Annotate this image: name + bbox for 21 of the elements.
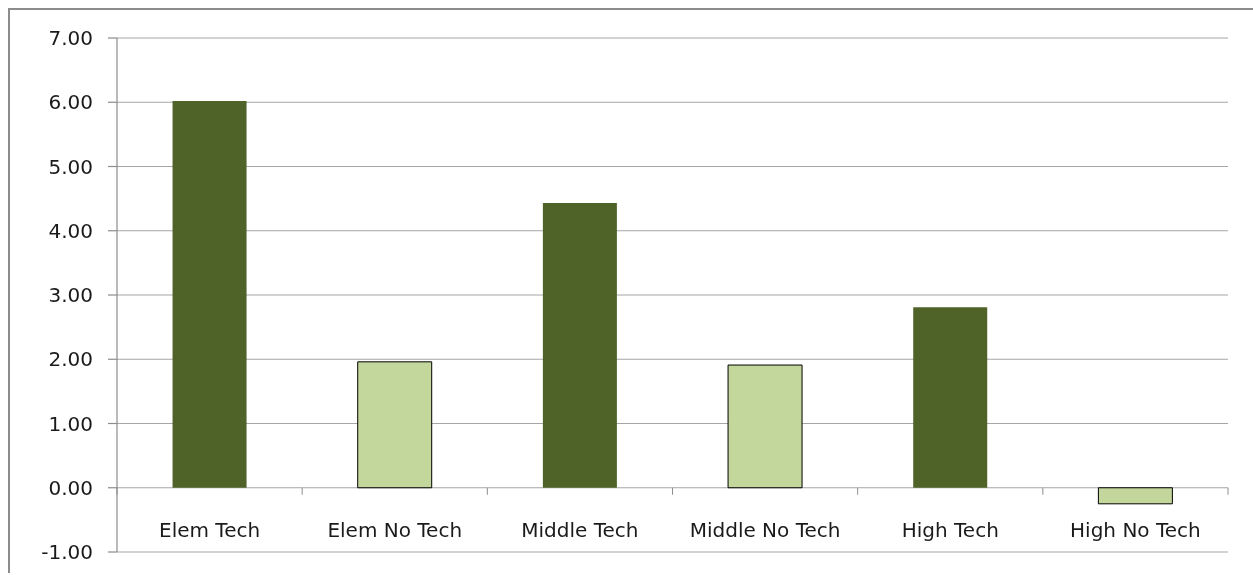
bar [727,364,803,489]
y-tick-label: 7.00 [48,26,93,51]
x-tick-label: High No Tech [1070,517,1201,542]
x-tick-label: High Tech [901,517,999,542]
y-tick-label: 2.00 [48,347,93,372]
y-tick-label: 4.00 [48,218,93,243]
x-tick-label: Middle Tech [521,517,639,542]
y-tick-label: 6.00 [48,90,93,115]
bar [1097,487,1173,505]
x-tick-label: Elem Tech [159,517,261,542]
x-tick-label: Middle No Tech [689,517,841,542]
bar [913,307,988,488]
y-tick-label: -1.00 [41,540,93,565]
y-tick-label: 5.00 [48,154,93,179]
y-tick-label: 0.00 [48,475,93,500]
y-tick-label: 1.00 [48,411,93,436]
y-tick-label: 3.00 [48,283,93,308]
bar [542,203,617,488]
bar [357,361,433,489]
x-tick-label: Elem No Tech [327,517,463,542]
bar [172,100,247,488]
